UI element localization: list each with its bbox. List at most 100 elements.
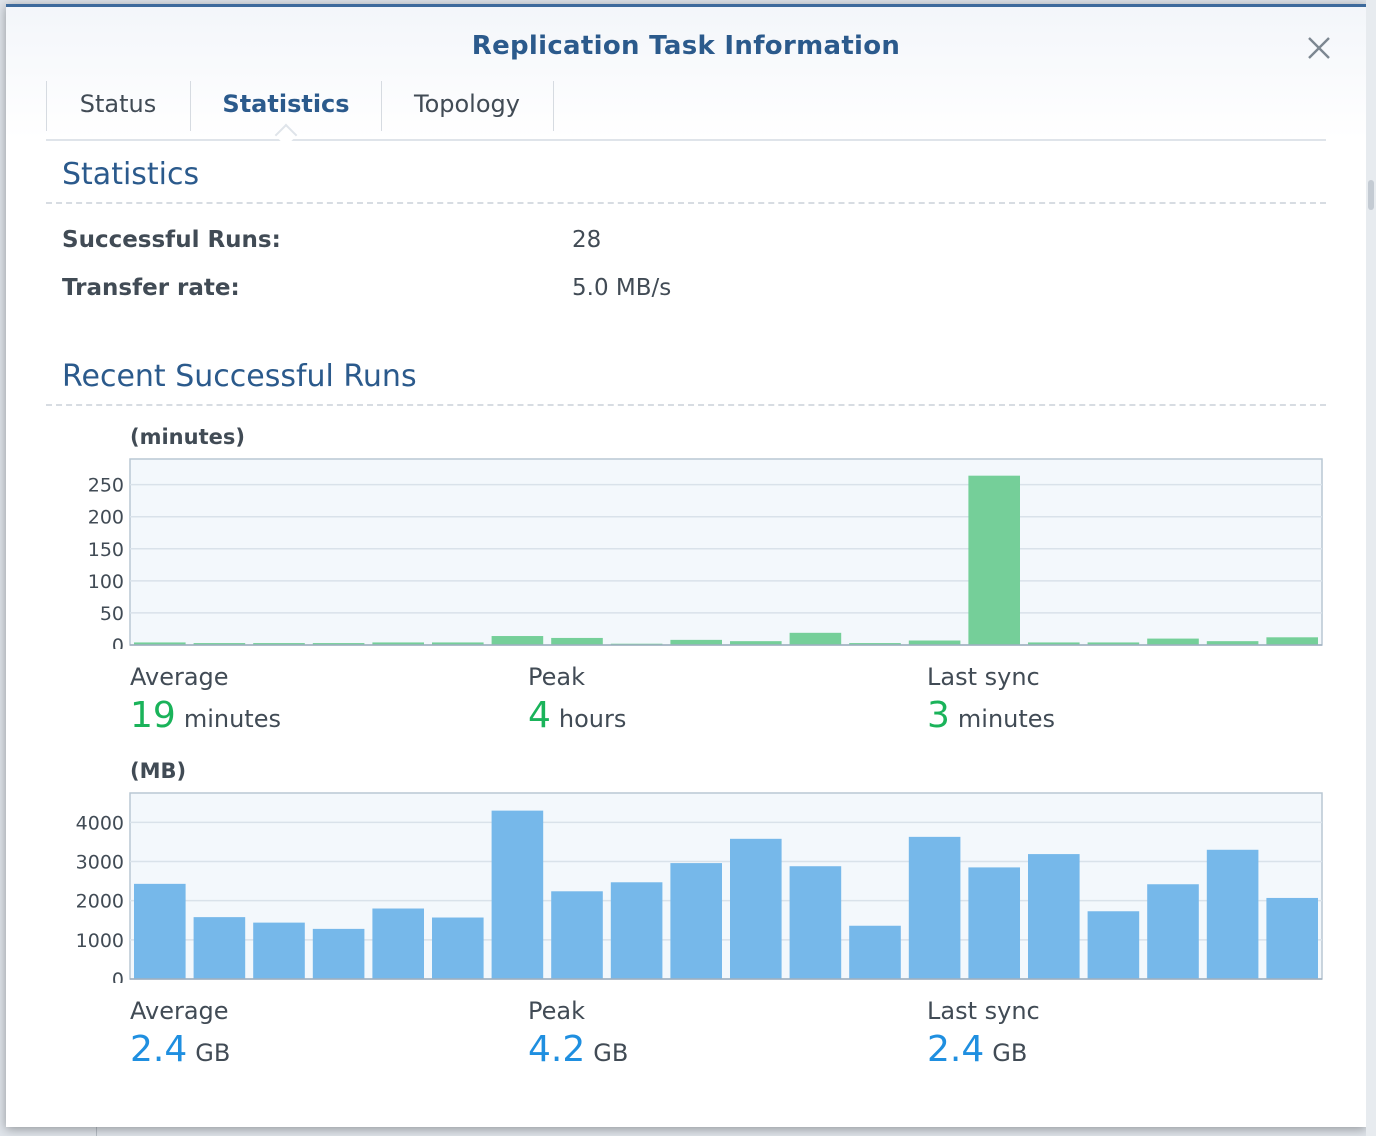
size-unit-label: (MB) <box>130 759 187 783</box>
section-divider <box>46 202 1326 204</box>
duration-last-sync-label: Last sync <box>927 663 1040 691</box>
duration-y-tick-label: 0 <box>112 635 124 649</box>
successful-runs-value: 28 <box>572 227 602 253</box>
size-peak-unit: GB <box>593 1039 629 1067</box>
size-plot-area <box>129 792 1323 980</box>
size-bar <box>551 891 603 979</box>
duration-bar <box>1147 638 1199 645</box>
duration-peak-value: 4 <box>528 695 551 736</box>
duration-last-sync-stat: 3 minutes <box>927 695 1055 736</box>
duration-peak-label: Peak <box>528 663 585 691</box>
size-bar <box>432 917 484 979</box>
duration-bar <box>670 639 722 645</box>
replication-task-dialog: Replication Task Information Status Stat… <box>6 4 1366 1127</box>
tab-separator <box>46 81 47 131</box>
size-bar <box>253 922 305 979</box>
duration-bar <box>730 641 782 645</box>
background-divider <box>96 1124 97 1136</box>
duration-y-tick-label: 150 <box>88 539 124 561</box>
duration-bar <box>491 636 544 645</box>
size-peak-stat: 4.2 GB <box>528 1029 628 1070</box>
size-bar <box>1028 854 1080 979</box>
size-bar <box>1266 897 1318 979</box>
duration-average-value: 19 <box>130 695 176 736</box>
size-y-tick-label: 1000 <box>76 930 124 952</box>
dialog-header <box>6 7 1366 139</box>
dialog-title: Replication Task Information <box>471 31 901 61</box>
duration-y-tick-label: 200 <box>88 507 124 529</box>
duration-y-tick-label: 100 <box>88 571 124 593</box>
duration-chart: 0 50 100 150 200 250 <box>88 458 1323 649</box>
duration-average-unit: minutes <box>183 705 281 733</box>
duration-y-tick-label: 250 <box>88 475 124 497</box>
size-bar <box>610 882 663 979</box>
size-bar <box>1087 911 1140 979</box>
size-last-sync-unit: GB <box>992 1039 1028 1067</box>
size-bar <box>908 836 961 979</box>
duration-peak-stat: 4 hours <box>528 695 626 736</box>
size-average-label: Average <box>130 997 229 1025</box>
duration-bar <box>1028 642 1080 645</box>
duration-bar <box>312 643 365 645</box>
duration-unit-label: (minutes) <box>130 425 245 449</box>
size-bar <box>372 908 424 979</box>
size-peak-value: 4.2 <box>528 1029 586 1070</box>
duration-peak-unit: hours <box>558 705 627 733</box>
duration-plot-area <box>129 458 1323 646</box>
size-bar <box>1147 884 1199 979</box>
duration-bar <box>789 632 842 645</box>
size-last-sync-stat: 2.4 GB <box>927 1029 1027 1070</box>
tab-separator <box>553 81 554 131</box>
duration-last-sync-unit: minutes <box>957 705 1056 733</box>
tab-separator <box>190 81 191 131</box>
size-peak-label: Peak <box>528 997 585 1025</box>
size-last-sync-label: Last sync <box>927 997 1040 1025</box>
size-y-tick-label: 2000 <box>76 891 124 913</box>
size-bar <box>312 928 365 979</box>
size-bar <box>491 810 544 979</box>
duration-average-label: Average <box>130 663 229 691</box>
size-last-sync-value: 2.4 <box>927 1029 985 1070</box>
close-icon[interactable] <box>1304 33 1334 63</box>
scrollbar-track[interactable] <box>1366 0 1376 1136</box>
duration-last-sync-value: 3 <box>927 695 950 736</box>
size-average-value: 2.4 <box>130 1029 188 1070</box>
size-bar <box>968 867 1020 979</box>
duration-bar <box>908 640 961 645</box>
statistics-heading: Statistics <box>62 157 200 192</box>
tab-statistics[interactable]: Statistics <box>222 90 350 118</box>
size-y-tick-label: 4000 <box>76 812 124 834</box>
size-average-stat: 2.4 GB <box>130 1029 230 1070</box>
duration-bar <box>968 475 1020 645</box>
size-bar <box>789 866 842 979</box>
size-chart: 0 1000 2000 3000 4000 <box>76 792 1323 983</box>
duration-bar <box>849 643 901 645</box>
size-bar <box>134 883 186 979</box>
size-bar <box>730 838 782 979</box>
duration-bar <box>1266 637 1318 645</box>
duration-bar <box>372 642 424 645</box>
duration-average-stat: 19 minutes <box>130 695 281 736</box>
size-bar <box>849 925 901 979</box>
tab-status[interactable]: Status <box>79 90 157 118</box>
size-bar <box>670 863 722 979</box>
size-average-unit: GB <box>195 1039 231 1067</box>
duration-bar <box>551 637 603 645</box>
scrollbar-thumb[interactable] <box>1368 180 1374 210</box>
size-y-tick-label: 0 <box>112 969 124 983</box>
tab-bar: Status Statistics Topology <box>46 77 1326 147</box>
tab-topology[interactable]: Topology <box>414 90 520 118</box>
tab-separator <box>381 81 382 131</box>
transfer-rate-label: Transfer rate: <box>62 275 240 301</box>
duration-bar <box>1087 642 1140 645</box>
duration-bar <box>193 643 246 645</box>
duration-bar <box>253 643 305 645</box>
transfer-rate-value: 5.0 MB/s <box>572 275 672 301</box>
recent-runs-heading: Recent Successful Runs <box>62 359 417 394</box>
size-bar <box>193 917 246 979</box>
size-bar <box>1206 849 1259 979</box>
duration-bar <box>1206 641 1259 645</box>
successful-runs-label: Successful Runs: <box>62 227 281 253</box>
duration-bar <box>432 642 484 645</box>
duration-bar <box>134 642 186 645</box>
